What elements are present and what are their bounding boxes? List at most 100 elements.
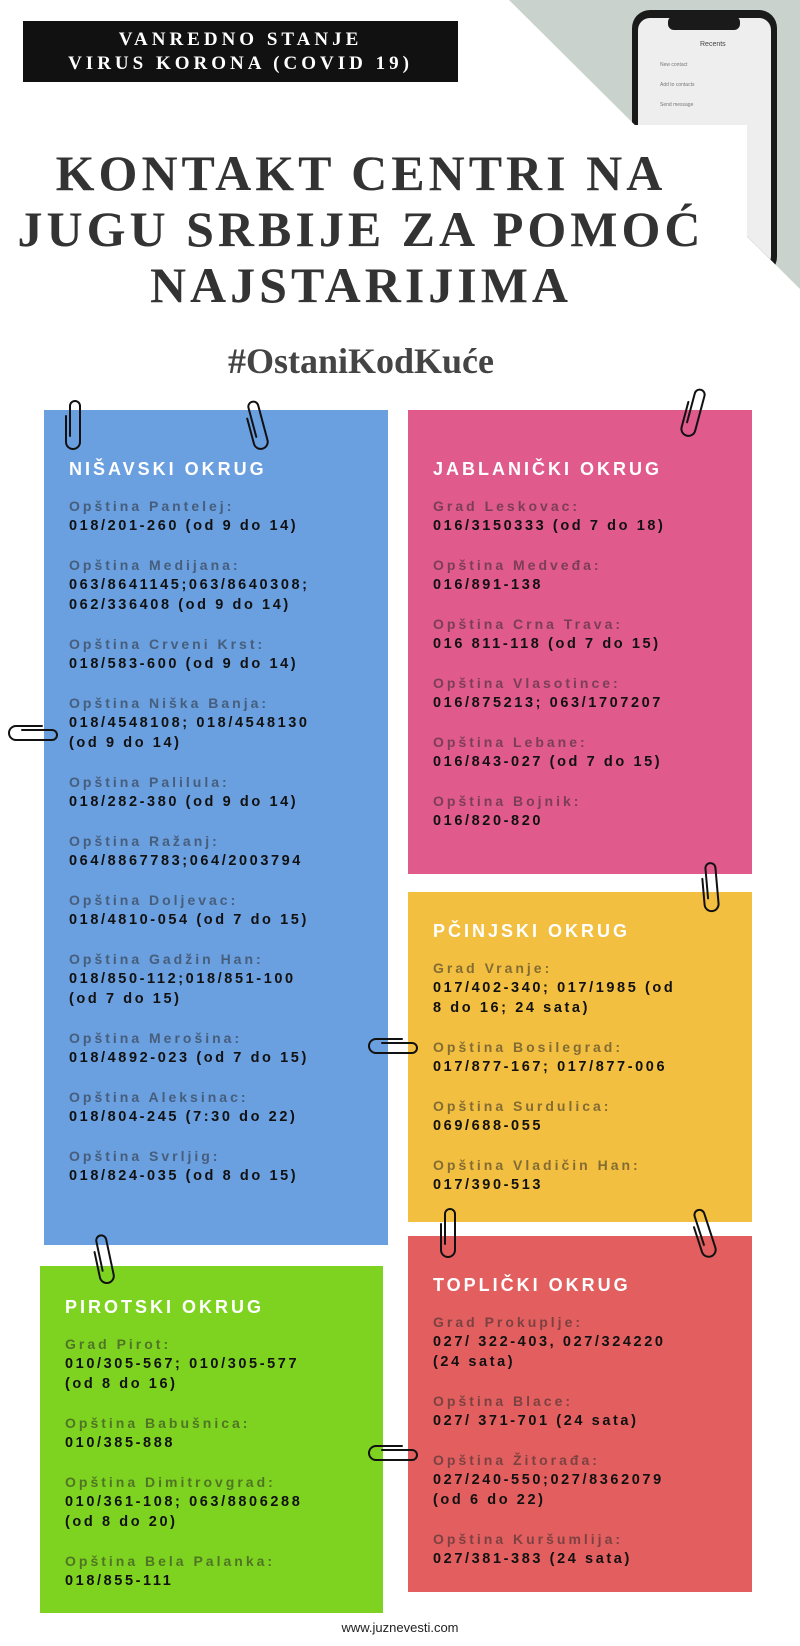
paperclip-icon — [368, 1445, 418, 1461]
phone-number: 027/381-383 (24 sata) — [433, 1551, 632, 1567]
phone-number: 016/3150333 (od 7 do 18) — [433, 518, 666, 534]
paperclip-icon — [368, 1038, 418, 1054]
phone-screen-item: Send message — [660, 102, 694, 108]
phone-number: 018/850-112;018/851-100 (od 7 do 15) — [69, 971, 296, 1007]
phone-number: 017/877-167; 017/877-006 — [433, 1059, 668, 1075]
phone-number: 018/4548108; 018/4548130 (od 9 do 14) — [69, 715, 310, 751]
contact-entry: Opština Blace: 027/ 371-701 (24 sata) — [433, 1391, 742, 1431]
paperclip-icon — [440, 1208, 456, 1258]
municipality-label: Opština Svrljig: — [69, 1148, 221, 1164]
municipality-label: Opština Pantelej: — [69, 498, 235, 514]
card-pcinjski: PČINJSKI OKRUG Grad Vranje: 017/402-340;… — [408, 892, 752, 1222]
municipality-label: Opština Bela Palanka: — [65, 1553, 276, 1569]
contact-entry: Opština Vladičin Han: 017/390-513 — [433, 1155, 742, 1195]
contact-entry: Grad Vranje: 017/402-340; 017/1985 (od 8… — [433, 958, 742, 1018]
contact-entry: Opština Žitorađa: 027/240-550;027/836207… — [433, 1450, 742, 1510]
contact-entry: Opština Babušnica: 010/385-888 — [65, 1413, 373, 1453]
title-line: JUGU SRBIJE ZA POMOĆ — [17, 201, 705, 257]
contact-entry: Opština Crna Trava: 016 811-118 (od 7 do… — [433, 614, 742, 654]
contact-entry: Opština Bojnik: 016/820-820 — [433, 791, 742, 831]
paperclip-icon — [701, 862, 720, 913]
phone-number: 063/8641145;063/8640308; 062/336408 (od … — [69, 577, 310, 613]
phone-number: 016/843-027 (od 7 do 15) — [433, 754, 663, 770]
card-toplicki: TOPLIČKI OKRUG Grad Prokuplje: 027/ 322-… — [408, 1236, 752, 1592]
card-heading: JABLANIČKI OKRUG — [433, 459, 663, 479]
municipality-label: Grad Leskovac: — [433, 498, 581, 514]
phone-number: 016/875213; 063/1707207 — [433, 695, 663, 711]
phone-number: 018/804-245 (7:30 do 22) — [69, 1109, 298, 1125]
phone-number: 018/855-111 — [65, 1573, 174, 1589]
phone-number: 018/282-380 (od 9 do 14) — [69, 794, 299, 810]
municipality-label: Opština Dimitrovgrad: — [65, 1474, 276, 1490]
contact-entry: Opština Surdulica: 069/688-055 — [433, 1096, 742, 1136]
municipality-label: Opština Surdulica: — [433, 1098, 612, 1114]
phone-photo: Recents New contact Add to contacts Send… — [0, 0, 800, 300]
municipality-label: Opština Blace: — [433, 1393, 574, 1409]
municipality-label: Opština Gadžin Han: — [69, 951, 264, 967]
contact-entry: Grad Leskovac: 016/3150333 (od 7 do 18) — [433, 496, 742, 536]
municipality-label: Opština Merošina: — [69, 1030, 243, 1046]
municipality-label: Opština Doljevac: — [69, 892, 239, 908]
phone-screen-title: Recents — [700, 41, 726, 48]
card-heading: PČINJSKI OKRUG — [433, 921, 631, 941]
municipality-label: Opština Crveni Krst: — [69, 636, 266, 652]
municipality-label: Grad Vranje: — [433, 960, 553, 976]
phone-number: 017/402-340; 017/1985 (od 8 do 16; 24 sa… — [433, 980, 676, 1016]
card-heading: TOPLIČKI OKRUG — [433, 1275, 631, 1295]
phone-number: 018/4810-054 (od 7 do 15) — [69, 912, 309, 928]
hashtag: #OstaniKodKuće — [227, 341, 495, 381]
municipality-label: Opština Vlasotince: — [433, 675, 621, 691]
phone-number: 016 811-118 (od 7 do 15) — [433, 636, 661, 652]
phone-number: 018/4892-023 (od 7 do 15) — [69, 1050, 309, 1066]
municipality-label: Opština Bojnik: — [433, 793, 582, 809]
phone-number: 010/385-888 — [65, 1435, 176, 1451]
phone-screen-item: New contact — [660, 62, 688, 68]
municipality-label: Opština Crna Trava: — [433, 616, 624, 632]
paperclip-icon — [8, 725, 58, 741]
phone-number: 018/201-260 (od 9 do 14) — [69, 518, 299, 534]
phone-number: 010/305-567; 010/305-577 (od 8 do 16) — [65, 1356, 300, 1392]
contact-entry: Grad Prokuplje: 027/ 322-403, 027/324220… — [433, 1312, 742, 1372]
contact-entry: Opština Crveni Krst: 018/583-600 (od 9 d… — [69, 634, 378, 674]
card-nisavski: NIŠAVSKI OKRUG Opština Pantelej: 018/201… — [44, 410, 388, 1245]
municipality-label: Opština Lebane: — [433, 734, 588, 750]
municipality-label: Opština Medijana: — [69, 557, 241, 573]
contact-entry: Opština Dimitrovgrad: 010/361-108; 063/8… — [65, 1472, 373, 1532]
footer-website: www.juznevesti.com — [341, 1620, 459, 1635]
phone-number: 027/ 371-701 (24 sata) — [433, 1413, 639, 1429]
contact-entry: Opština Vlasotince: 016/875213; 063/1707… — [433, 673, 742, 713]
municipality-label: Opština Niška Banja: — [69, 695, 270, 711]
emergency-badge: VANREDNO STANJE VIRUS KORONA (COVID 19) — [23, 21, 458, 82]
phone-number: 069/688-055 — [433, 1118, 544, 1134]
phone-number: 017/390-513 — [433, 1177, 544, 1193]
contact-entry: Opština Svrljig: 018/824-035 (od 8 do 15… — [69, 1146, 378, 1186]
phone-number: 018/583-600 (od 9 do 14) — [69, 656, 299, 672]
paperclip-icon — [246, 400, 269, 450]
contact-entry: Opština Doljevac: 018/4810-054 (od 7 do … — [69, 890, 378, 930]
municipality-label: Opština Ražanj: — [69, 833, 220, 849]
contact-entry: Opština Bela Palanka: 018/855-111 — [65, 1551, 373, 1591]
card-jablanicki: JABLANIČKI OKRUG Grad Leskovac: 016/3150… — [408, 410, 752, 874]
contact-entry: Opština Niška Banja: 018/4548108; 018/45… — [69, 693, 378, 753]
phone-number: 027/240-550;027/8362079 (od 6 do 22) — [433, 1472, 664, 1508]
phone-number: 010/361-108; 063/8806288 (od 8 do 20) — [65, 1494, 303, 1530]
page-title: KONTAKT CENTRI NA JUGU SRBIJE ZA POMOĆ N… — [0, 145, 722, 313]
badge-line: VANREDNO STANJE — [118, 29, 363, 50]
contact-entry: Opština Lebane: 016/843-027 (od 7 do 15) — [433, 732, 742, 772]
card-heading: PIROTSKI OKRUG — [65, 1297, 265, 1317]
paperclip-icon — [93, 1234, 115, 1284]
contact-entry: Opština Palilula: 018/282-380 (od 9 do 1… — [69, 772, 378, 812]
municipality-label: Opština Bosilegrad: — [433, 1039, 624, 1055]
municipality-label: Opština Medveđa: — [433, 557, 602, 573]
municipality-label: Opština Palilula: — [69, 774, 230, 790]
municipality-label: Opština Babušnica: — [65, 1415, 251, 1431]
municipality-label: Opština Vladičin Han: — [433, 1157, 641, 1173]
title-line: KONTAKT CENTRI NA — [55, 145, 667, 201]
badge-line: VIRUS KORONA (COVID 19) — [68, 53, 413, 74]
paperclip-icon — [65, 400, 81, 450]
card-heading: NIŠAVSKI OKRUG — [69, 459, 267, 479]
paperclip-icon — [692, 1208, 717, 1258]
contact-entry: Opština Merošina: 018/4892-023 (od 7 do … — [69, 1028, 378, 1068]
phone-number: 027/ 322-403, 027/324220 (24 sata) — [433, 1334, 666, 1370]
phone-number: 018/824-035 (od 8 do 15) — [69, 1168, 299, 1184]
